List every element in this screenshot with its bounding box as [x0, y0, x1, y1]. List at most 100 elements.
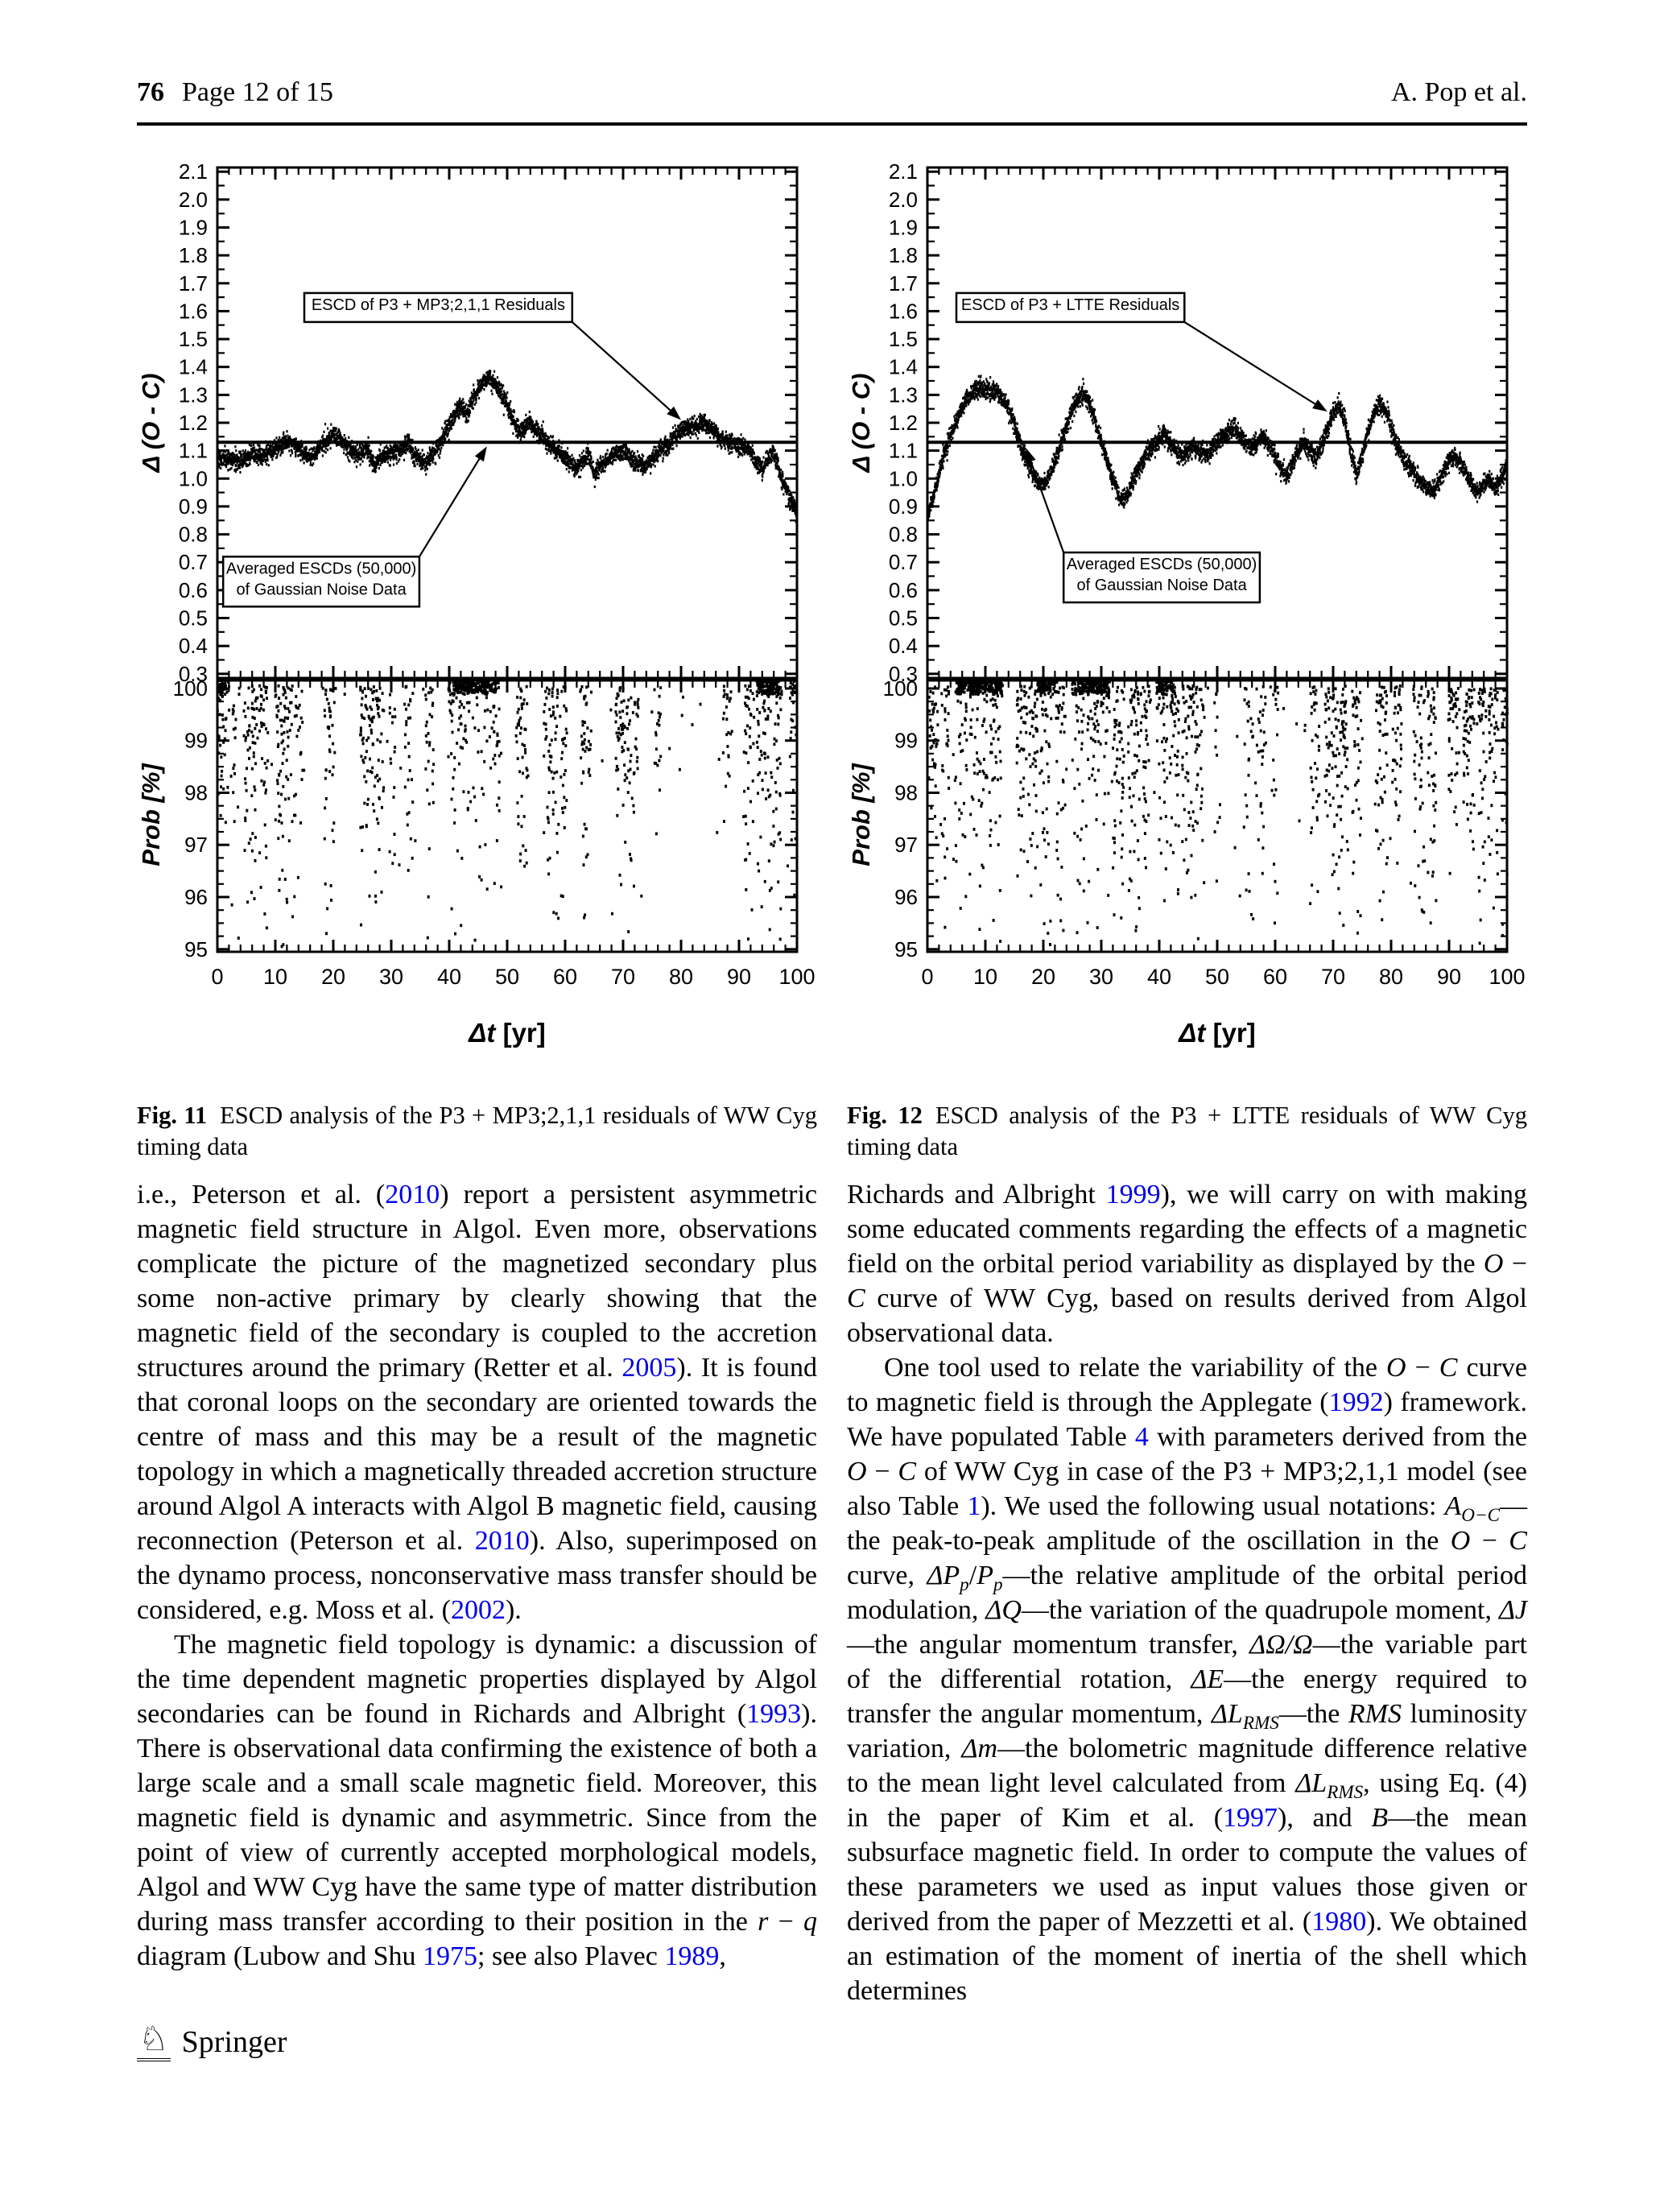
text-run: , using Eq. (4) in the paper of Kim et a… — [847, 1768, 1527, 1833]
text-run: —the variable part of the differential r… — [847, 1630, 1528, 1694]
svg-text:20: 20 — [321, 965, 345, 989]
subscript: O−C — [1461, 1504, 1500, 1526]
figure-12: 0.3 0.4 0.5 0.6 0.7 0.8 0.9 1.0 1.1 1.2 1.3 1.4 1.5 1… — [847, 155, 1527, 1163]
text-run: , — [719, 1941, 726, 1971]
escd-data-points — [926, 374, 1508, 521]
text-run: ; see also Plavec — [477, 1941, 665, 1971]
citation-link[interactable]: 1989 — [664, 1941, 720, 1971]
svg-text:95: 95 — [184, 937, 208, 961]
text-run: ). We used the following usual notations… — [981, 1491, 1445, 1521]
text-run: —the angular momentum transfer, — [847, 1630, 1250, 1660]
text-run: —the mean subsurface magnetic field. In … — [847, 1803, 1527, 1937]
svg-text:100: 100 — [778, 965, 815, 989]
fig11-scatter-chart: 0.3 0.4 0.5 0.6 0.7 0.8 0.9 1.0 1.1 1.2 1.3 1.4 1.5 1… — [137, 159, 815, 1048]
text-run: ). — [505, 1595, 522, 1625]
svg-text:1.6: 1.6 — [179, 299, 208, 323]
svg-text:1.5: 1.5 — [179, 327, 208, 351]
annotation-box: ESCD of P3 + LTTE Residuals — [955, 291, 1327, 412]
body-right-column: Richards and Albright 1999), we will car… — [847, 1177, 1527, 2008]
arrowhead — [1312, 399, 1327, 412]
italic-symbol: RMS — [1348, 1699, 1402, 1729]
text-run: − — [768, 1907, 803, 1937]
figures-row: 0.3 0.4 0.5 0.6 0.7 0.8 0.9 1.0 1.1 1.2 1.3 1.4 1.5 1… — [137, 155, 1527, 1163]
svg-text:90: 90 — [727, 965, 751, 989]
svg-text:40: 40 — [437, 965, 461, 989]
arrowhead — [667, 406, 681, 420]
figure-11: 0.3 0.4 0.5 0.6 0.7 0.8 0.9 1.0 1.1 1.2 1.3 1.4 1.5 1… — [137, 155, 817, 1163]
subscript: RMS — [1327, 1781, 1364, 1803]
text-run: diagram (Lubow and Shu — [137, 1941, 423, 1971]
text-run: —the variation of the quadrupole moment, — [1021, 1595, 1499, 1625]
text-run: —the bolometric magnitude difference rel… — [847, 1734, 1527, 1798]
svg-text:0.9: 0.9 — [179, 494, 208, 519]
text-run: − — [1470, 1526, 1509, 1556]
italic-symbol: O — [1483, 1249, 1504, 1279]
italic-symbol: ΔE — [1191, 1664, 1224, 1694]
text-run: —the — [1278, 1699, 1348, 1729]
italic-symbol: ΔQ — [985, 1595, 1022, 1625]
svg-text:0.8: 0.8 — [179, 523, 208, 547]
svg-text:100: 100 — [173, 676, 208, 701]
escd-data-points — [216, 370, 798, 523]
text-run: curve to magnetic field is through the A… — [847, 1353, 1527, 1417]
citation-link[interactable]: 1999 — [1105, 1180, 1161, 1209]
running-authors: A. Pop et al. — [1390, 77, 1527, 107]
citation-link[interactable]: 1992 — [1328, 1387, 1384, 1417]
svg-text:Δ (O - C): Δ (O - C) — [137, 374, 165, 473]
svg-text:96: 96 — [184, 885, 208, 909]
italic-symbol: A — [1444, 1491, 1462, 1521]
text-run: Richards and Albright — [847, 1180, 1106, 1209]
page-footer: ♘ Springer — [137, 2023, 287, 2061]
citation-link[interactable]: 4 — [1134, 1422, 1149, 1452]
text-run: curve of WW Cyg, based on results derive… — [847, 1284, 1527, 1348]
svg-text:0.4: 0.4 — [179, 634, 208, 658]
figure-12-caption: Fig. 12 ESCD analysis of the P3 + LTTE re… — [847, 1100, 1527, 1163]
body-text: i.e., Peterson et al. (2010) report a pe… — [137, 1177, 1527, 2008]
figure-11-caption: Fig. 11 ESCD analysis of the P3 + MP3;2,1… — [137, 1100, 817, 1163]
springer-logo-icon: ♘ — [137, 2023, 171, 2061]
citation-link[interactable]: 2010 — [474, 1526, 530, 1556]
page-info: 76 Page 12 of 15 — [137, 77, 333, 108]
text-run: ). Also, superimposed on the dynamo proc… — [137, 1526, 817, 1625]
arrowhead — [474, 446, 487, 462]
svg-text:1.2: 1.2 — [179, 411, 208, 435]
text-run: luminosity variation, — [847, 1699, 1527, 1763]
citation-link[interactable]: 1980 — [1311, 1907, 1367, 1937]
svg-text:2.1: 2.1 — [179, 159, 208, 184]
italic-symbol: ΔΩ/Ω — [1249, 1630, 1313, 1660]
citation-link[interactable]: 1975 — [423, 1941, 478, 1971]
text-run: ). It is found that coronal loops on the… — [137, 1353, 817, 1556]
fig12-scatter-chart: 0.30.40.50.60.70.80.91.01.11.21.31.41.51… — [847, 159, 1526, 1048]
citation-link[interactable]: 1 — [967, 1491, 981, 1521]
svg-text:1.1: 1.1 — [179, 439, 208, 463]
text-run: curve, — [847, 1561, 927, 1590]
citation-link[interactable]: 1993 — [746, 1699, 802, 1729]
prob-data-points — [216, 677, 799, 949]
text-run: − — [1503, 1249, 1527, 1279]
svg-text:0.6: 0.6 — [179, 578, 208, 602]
citation-link[interactable]: 2005 — [621, 1353, 677, 1383]
italic-symbol: O — [1450, 1526, 1471, 1556]
italic-symbol: O — [847, 1457, 867, 1486]
svg-text:97: 97 — [184, 833, 208, 857]
svg-text:1.9: 1.9 — [179, 215, 208, 239]
text-run: with parameters derived from the — [1148, 1422, 1528, 1452]
paragraph: One tool used to relate the variability … — [847, 1350, 1527, 2008]
text-run: − — [1406, 1353, 1439, 1383]
text-run: / — [968, 1561, 977, 1590]
text-run: ) framework. We have populated Table — [847, 1387, 1527, 1452]
figure-11-caption-label: Fig. 11 — [137, 1102, 208, 1129]
text-run: The magnetic field topology is dynamic: … — [137, 1630, 817, 1729]
svg-text:1.4: 1.4 — [179, 355, 208, 379]
arrowhead — [1026, 448, 1036, 464]
italic-symbol: ΔL — [1295, 1768, 1327, 1798]
text-run: One tool used to relate the variability … — [884, 1353, 1387, 1383]
body-left-column: i.e., Peterson et al. (2010) report a pe… — [137, 1177, 817, 2008]
citation-link[interactable]: 2002 — [450, 1595, 506, 1625]
citation-link[interactable]: 1997 — [1223, 1803, 1278, 1833]
svg-text:Prob [%]: Prob [%] — [137, 763, 165, 866]
citation-link[interactable]: 2010 — [385, 1180, 440, 1209]
svg-text:0.3: 0.3 — [179, 662, 208, 686]
subscript: RMS — [1242, 1712, 1279, 1734]
text-run: ) report a persistent asymmetric magneti… — [137, 1180, 818, 1383]
